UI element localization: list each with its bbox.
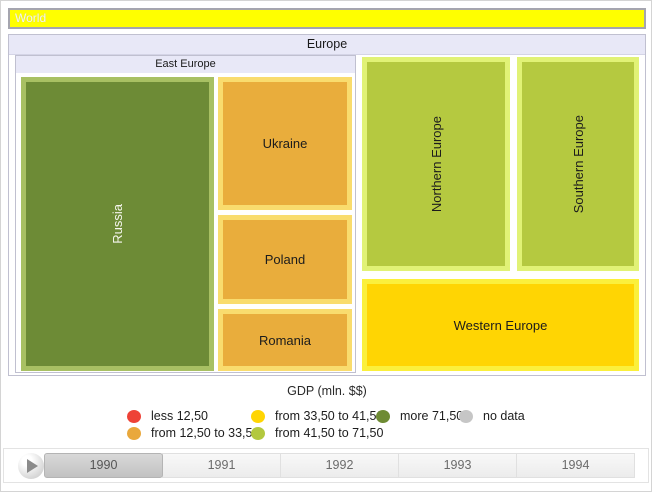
region-header-europe[interactable]: Europe	[9, 35, 645, 55]
legend-item-label: more 71,50	[400, 409, 464, 423]
cell-poland-fill: Poland	[223, 220, 347, 299]
year-button-1991[interactable]: 1991	[162, 453, 281, 478]
cell-western-europe-label: Western Europe	[453, 317, 548, 333]
legend-swatch-darkgreen-icon	[376, 410, 390, 423]
legend-title: GDP (mln. $$)	[287, 384, 367, 398]
cell-poland[interactable]: Poland	[218, 215, 352, 304]
legend-item-label: less 12,50	[151, 409, 208, 423]
cell-ukraine-fill: Ukraine	[223, 82, 347, 205]
cell-russia[interactable]: Russia	[21, 77, 214, 371]
cell-poland-label: Poland	[264, 252, 306, 267]
timeline-years: 1990 1991 1992 1993 1994	[44, 453, 635, 478]
legend-item-label: from 33,50 to 41,50	[275, 409, 384, 423]
legend: GDP (mln. $$) less 12,50 from 12,50 to 3…	[1, 381, 651, 445]
cell-russia-fill: Russia	[26, 82, 209, 366]
cell-romania[interactable]: Romania	[218, 309, 352, 371]
legend-swatch-yellowgreen-icon	[251, 427, 265, 440]
timeline: 1990 1991 1992 1993 1994	[3, 448, 649, 483]
legend-item-label: no data	[483, 409, 525, 423]
legend-item-label: from 41,50 to 71,50	[275, 426, 384, 440]
legend-item-label: from 12,50 to 33,50	[151, 426, 260, 440]
cell-ukraine[interactable]: Ukraine	[218, 77, 352, 210]
year-button-1993[interactable]: 1993	[398, 453, 517, 478]
year-button-1992[interactable]: 1992	[280, 453, 399, 478]
cell-russia-label: Russia	[110, 204, 125, 244]
cell-ukraine-label: Ukraine	[262, 136, 308, 151]
cell-northern-europe[interactable]: Northern Europe	[362, 57, 510, 271]
cell-western-europe-fill: Western Europe	[367, 284, 634, 366]
cell-southern-europe-fill: Southern Europe	[522, 62, 634, 266]
legend-swatch-orange-icon	[127, 427, 141, 440]
year-button-1990[interactable]: 1990	[44, 453, 163, 478]
legend-swatch-gray-icon	[459, 410, 473, 423]
cell-northern-europe-fill: Northern Europe	[367, 62, 505, 266]
cell-western-europe[interactable]: Western Europe	[362, 279, 639, 371]
cell-northern-europe-label: Northern Europe	[428, 115, 444, 213]
legend-swatch-yellow-icon	[251, 410, 265, 423]
year-button-1994[interactable]: 1994	[516, 453, 635, 478]
group-header-east-europe[interactable]: East Europe	[16, 56, 355, 73]
play-button[interactable]	[18, 453, 44, 479]
treemap-area: Europe East Europe Russia Ukraine Poland	[8, 34, 646, 376]
legend-swatch-red-icon	[127, 410, 141, 423]
cell-romania-label: Romania	[258, 332, 312, 348]
breadcrumb-world[interactable]: World	[8, 8, 646, 29]
group-east-europe: East Europe Russia Ukraine Poland Romani…	[15, 55, 356, 373]
cell-southern-europe[interactable]: Southern Europe	[517, 57, 639, 271]
cell-romania-fill: Romania	[223, 314, 347, 366]
cell-southern-europe-label: Southern Europe	[570, 114, 586, 214]
play-icon	[27, 459, 38, 473]
